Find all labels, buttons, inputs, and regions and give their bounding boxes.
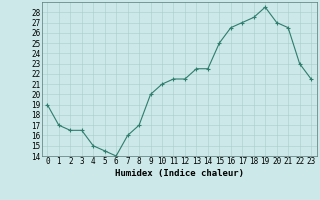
X-axis label: Humidex (Indice chaleur): Humidex (Indice chaleur)	[115, 169, 244, 178]
